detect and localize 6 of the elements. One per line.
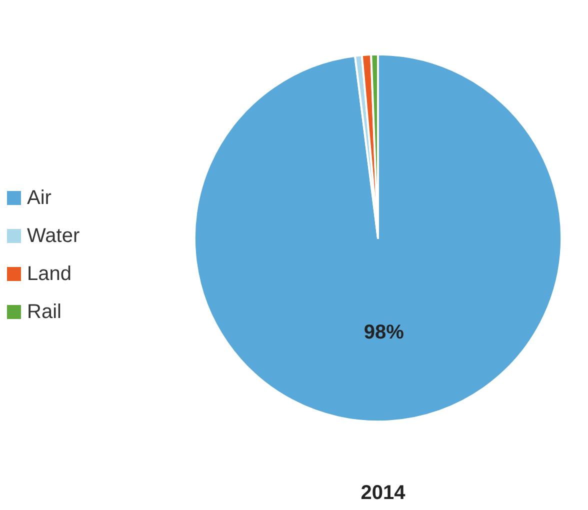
legend-label: Rail	[27, 301, 62, 323]
text: 2014	[360, 482, 406, 504]
legend-label: Water	[27, 225, 80, 247]
legend-label: Air	[27, 187, 52, 209]
data-label: 98%	[364, 322, 404, 344]
legend-label: Land	[27, 263, 72, 285]
